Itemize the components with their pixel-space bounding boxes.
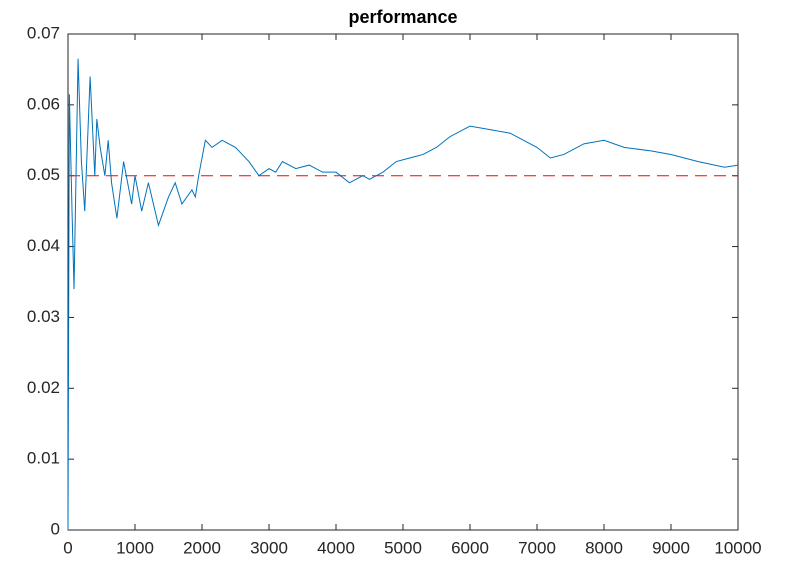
x-tick-label: 6000: [451, 538, 489, 557]
x-tick-label: 10000: [714, 538, 761, 557]
y-tick-label: 0.04: [27, 236, 60, 255]
x-tick-label: 0: [63, 538, 72, 557]
plot-area: [67, 33, 739, 531]
y-tick-label: 0: [51, 519, 60, 538]
data-line: [67, 58, 739, 531]
x-tick-label: 2000: [183, 538, 221, 557]
y-tick-label: 0.03: [27, 307, 60, 326]
x-tick-label: 3000: [250, 538, 288, 557]
y-tick-label: 0.02: [27, 378, 60, 397]
x-tick-label: 7000: [518, 538, 556, 557]
y-tick-label: 0.05: [27, 165, 60, 184]
x-tick-label: 8000: [585, 538, 623, 557]
chart-title: performance: [348, 7, 457, 27]
y-tick-label: 0.07: [27, 23, 60, 42]
y-tick-label: 0.06: [27, 94, 60, 113]
y-tick-label: 0.01: [27, 449, 60, 468]
x-tick-label: 4000: [317, 538, 355, 557]
x-tick-label: 5000: [384, 538, 422, 557]
x-tick-label: 9000: [652, 538, 690, 557]
x-tick-label: 1000: [116, 538, 154, 557]
